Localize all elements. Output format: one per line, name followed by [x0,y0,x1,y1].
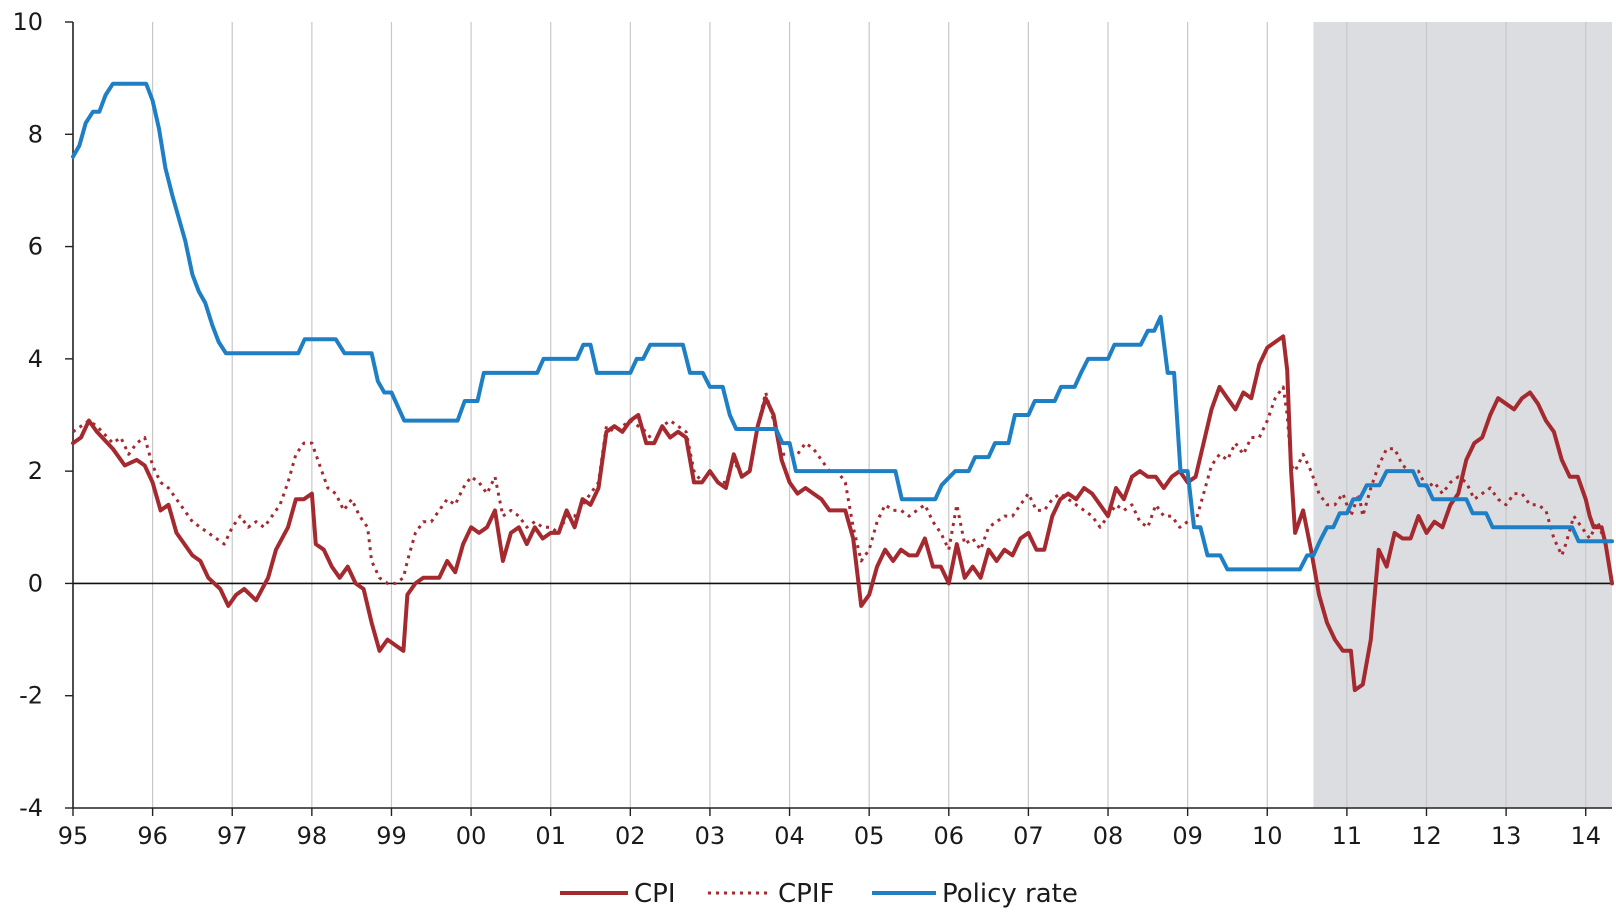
y-tick-label: 10 [12,8,43,36]
x-tick-label: 02 [615,822,646,850]
x-tick-label: 09 [1172,822,1203,850]
series-line-cpi [71,334,1614,693]
x-tick-label: 05 [854,822,885,850]
x-tick-label: 06 [934,822,965,850]
y-tick-label: 0 [28,569,43,597]
x-tick-label: 99 [376,822,407,850]
x-tick-label: 14 [1570,822,1601,850]
x-tick-label: 96 [137,822,168,850]
y-tick-label: -4 [19,794,43,822]
x-tick-label: 11 [1332,822,1363,850]
x-tick-label: 10 [1252,822,1283,850]
y-tick-label: 6 [28,233,43,261]
x-tick-label: 00 [456,822,487,850]
x-tick-label: 03 [695,822,726,850]
legend-label-cpif: CPIF [778,879,834,909]
y-tick-labels: -4 -2 0 2 4 6 8 10 [12,8,43,822]
legend-label-cpi: CPI [634,879,676,909]
x-tick-label: 04 [774,822,805,850]
legend: CPI CPIF Policy rate [560,879,1078,909]
y-tick-label: -2 [19,682,43,710]
x-tick-labels: 95 96 97 98 99 00 01 02 03 04 05 06 07 08 09 10 11 12 13 14 [58,822,1601,850]
x-tick-label: 98 [297,822,328,850]
y-tick-label: 4 [28,345,43,373]
series-line-cpif [72,385,1608,585]
x-tick-label: 07 [1013,822,1044,850]
x-tick-label: 01 [535,822,566,850]
series-layer [71,81,1614,693]
y-tick-label: 2 [28,457,43,485]
legend-label-policy-rate: Policy rate [942,879,1078,909]
x-tick-label: 08 [1093,822,1124,850]
series-line-policy-rate [71,81,1614,572]
x-tick-label: 12 [1411,822,1442,850]
x-tick-label: 97 [217,822,248,850]
x-tick-label: 13 [1491,822,1522,850]
y-tick-label: 8 [28,120,43,148]
x-tick-label: 95 [58,822,89,850]
